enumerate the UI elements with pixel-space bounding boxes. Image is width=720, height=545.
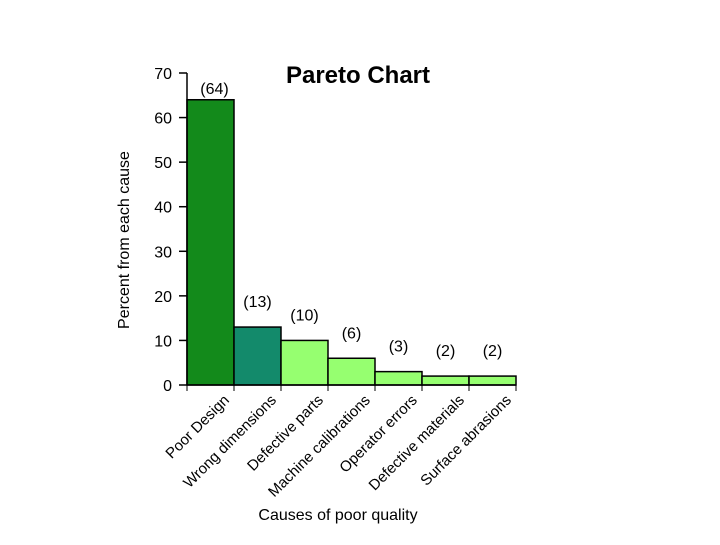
bar-3 [280, 339, 329, 386]
chart-title: Pareto Chart [286, 62, 430, 89]
bar-4 [327, 357, 376, 386]
data-label-7: (2) [483, 343, 503, 360]
y-tick-label-50: 50 [154, 155, 172, 172]
x-axis-label: Causes of poor quality [258, 507, 417, 524]
y-tick-label-10: 10 [154, 333, 172, 350]
data-label-3: (10) [290, 307, 318, 324]
data-label-5: (3) [389, 339, 409, 356]
category-label-7: Surface abrasions [417, 392, 515, 490]
data-label-4: (6) [342, 325, 362, 342]
bar-1 [186, 98, 235, 386]
bar-7 [468, 375, 517, 386]
y-tick-label-30: 30 [154, 244, 172, 261]
y-tick-label-20: 20 [154, 289, 172, 306]
y-axis-label: Percent from each cause [116, 151, 133, 329]
bar-2 [233, 326, 282, 386]
data-label-2: (13) [243, 294, 271, 311]
data-label-1: (64) [200, 81, 228, 98]
bar-5 [374, 370, 423, 386]
data-label-6: (2) [436, 343, 456, 360]
y-tick-label-40: 40 [154, 200, 172, 217]
y-tick-label-60: 60 [154, 111, 172, 128]
bar-6 [421, 375, 470, 386]
y-tick-label-70: 70 [154, 66, 172, 83]
y-tick-label-0: 0 [163, 378, 172, 395]
